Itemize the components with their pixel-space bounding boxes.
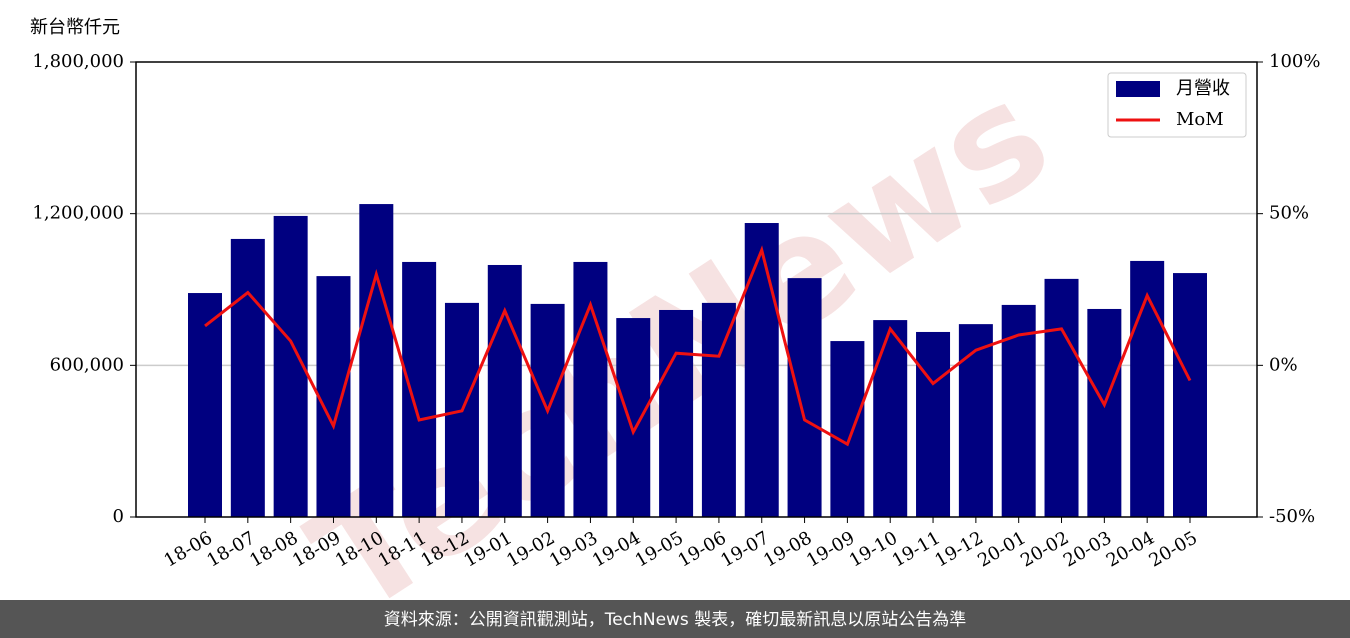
x-tick-label: 18-07	[203, 527, 258, 571]
x-tick-label: 19-07	[717, 527, 772, 571]
bar	[659, 309, 694, 517]
bar	[573, 261, 608, 517]
x-tick-label: 19-05	[632, 527, 687, 571]
y2-tick-label: 0%	[1269, 354, 1298, 375]
y2-tick-label: 100%	[1269, 51, 1320, 72]
y2-tick-label: 50%	[1269, 203, 1309, 224]
legend-label: MoM	[1176, 109, 1224, 130]
bar	[188, 293, 222, 517]
bar	[916, 331, 951, 517]
bar	[230, 238, 265, 517]
y-axis-title: 新台幣仟元	[30, 17, 120, 38]
bar	[787, 278, 822, 517]
plot-frame	[135, 61, 1258, 518]
bar	[958, 324, 993, 517]
x-tick-label: 19-08	[760, 527, 815, 571]
bar	[873, 320, 908, 517]
x-tick-label: 18-06	[161, 527, 216, 571]
x-tick-label: 19-04	[589, 527, 644, 571]
legend-label: 月營收	[1176, 78, 1230, 99]
x-tick-label: 19-09	[803, 527, 858, 571]
legend-swatch	[1116, 81, 1160, 97]
y-tick-label: 600,000	[50, 354, 124, 375]
bar	[402, 261, 437, 517]
footer-text: 資料來源：公開資訊觀測站，TechNews 製表，確切最新訊息以原站公告為準	[384, 610, 966, 630]
x-tick-label: 19-12	[931, 527, 986, 571]
x-tick-label: 19-06	[674, 527, 729, 571]
bar	[1087, 308, 1122, 517]
bar	[316, 276, 351, 517]
x-tick-label: 19-10	[846, 527, 901, 571]
x-tick-label: 19-11	[889, 527, 944, 571]
bar	[701, 302, 736, 517]
bar	[830, 341, 865, 517]
y-tick-label: 0	[113, 506, 124, 527]
x-tick-label: 20-04	[1103, 527, 1158, 571]
line	[204, 245, 1192, 447]
x-tick-label: 20-02	[1017, 527, 1072, 571]
bar	[744, 223, 779, 517]
bar	[1001, 304, 1036, 517]
y2-tick-label: -50%	[1269, 506, 1315, 527]
y-tick-label: 1,200,000	[32, 203, 124, 224]
bar	[1130, 260, 1165, 517]
x-tick-label: 20-03	[1060, 527, 1115, 571]
bar	[1044, 278, 1079, 517]
footer-bar	[0, 600, 1350, 638]
bar	[1173, 273, 1207, 517]
x-tick-label: 18-08	[246, 527, 301, 571]
y-tick-label: 1,800,000	[32, 51, 124, 72]
bar	[359, 204, 394, 518]
x-tick-label: 20-05	[1146, 527, 1201, 571]
bar	[616, 318, 651, 517]
bar	[487, 264, 522, 517]
x-tick-label: 20-01	[974, 527, 1029, 571]
